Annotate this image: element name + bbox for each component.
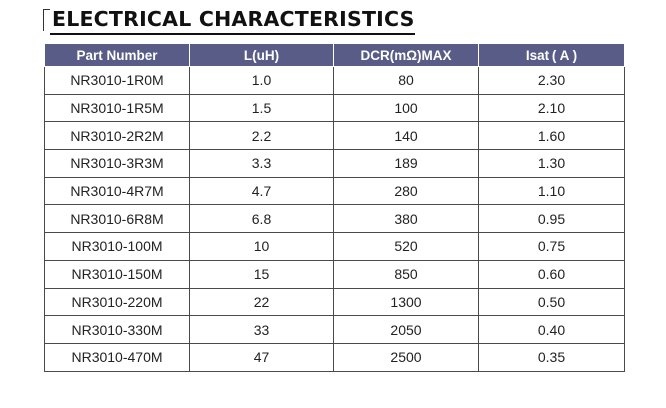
cell-isat: 1.10 — [478, 176, 625, 206]
cell-isat: 1.30 — [478, 149, 625, 178]
cell-isat: 0.40 — [478, 315, 625, 344]
cell-part-number: NR3010-330M — [44, 315, 190, 344]
cell-part-number: NR3010-2R2M — [44, 121, 190, 151]
header-isat: Isat ( A ) — [478, 43, 625, 67]
cell-part-number: NR3010-1R0M — [44, 66, 190, 95]
cell-dcr: 520 — [333, 232, 479, 261]
cell-dcr: 2500 — [333, 342, 479, 372]
cell-part-number: NR3010-3R3M — [44, 149, 190, 178]
cell-dcr: 100 — [333, 93, 479, 123]
table-row: NR3010-100M 10 520 0.75 — [44, 232, 625, 261]
table-row: NR3010-2R2M 2.2 140 1.60 — [44, 121, 625, 151]
table-header-row: Part Number L(uH) DCR(mΩ)MAX Isat ( A ) — [44, 43, 625, 67]
cell-isat: 0.75 — [478, 232, 625, 261]
table-row: NR3010-3R3M 3.3 189 1.30 — [44, 149, 625, 178]
corner-bracket-decoration — [43, 9, 50, 31]
cell-part-number: NR3010-1R5M — [44, 93, 190, 123]
cell-part-number: NR3010-470M — [44, 342, 190, 372]
cell-inductance: 2.2 — [189, 121, 334, 151]
cell-inductance: 6.8 — [189, 204, 334, 234]
cell-inductance: 33 — [189, 315, 334, 344]
table-row: NR3010-4R7M 4.7 280 1.10 — [44, 176, 625, 206]
cell-isat: 2.30 — [478, 66, 625, 95]
table-row: NR3010-330M 33 2050 0.40 — [44, 315, 625, 344]
cell-isat: 0.95 — [478, 204, 625, 234]
cell-dcr: 280 — [333, 176, 479, 206]
cell-part-number: NR3010-150M — [44, 259, 190, 289]
cell-dcr: 850 — [333, 259, 479, 289]
table-row: NR3010-150M 15 850 0.60 — [44, 259, 625, 289]
cell-dcr: 189 — [333, 149, 479, 178]
cell-part-number: NR3010-4R7M — [44, 176, 190, 206]
table-row: NR3010-6R8M 6.8 380 0.95 — [44, 204, 625, 234]
cell-isat: 1.60 — [478, 121, 625, 151]
table-row: NR3010-1R0M 1.0 80 2.30 — [44, 66, 625, 95]
cell-dcr: 2050 — [333, 315, 479, 344]
header-part-number: Part Number — [44, 43, 190, 67]
cell-part-number: NR3010-100M — [44, 232, 190, 261]
cell-dcr: 80 — [333, 66, 479, 95]
cell-isat: 0.60 — [478, 259, 625, 289]
cell-isat: 0.35 — [478, 342, 625, 372]
cell-inductance: 3.3 — [189, 149, 334, 178]
cell-part-number: NR3010-220M — [44, 287, 190, 317]
table-row: NR3010-470M 47 2500 0.35 — [44, 342, 625, 372]
header-inductance: L(uH) — [189, 43, 334, 67]
cell-inductance: 1.5 — [189, 93, 334, 123]
cell-inductance: 10 — [189, 232, 334, 261]
page-title: ELECTRICAL CHARACTERISTICS — [50, 6, 415, 35]
cell-dcr: 140 — [333, 121, 479, 151]
section-heading: ELECTRICAL CHARACTERISTICS — [43, 6, 415, 35]
cell-inductance: 1.0 — [189, 66, 334, 95]
cell-part-number: NR3010-6R8M — [44, 204, 190, 234]
cell-dcr: 380 — [333, 204, 479, 234]
cell-inductance: 15 — [189, 259, 334, 289]
cell-inductance: 47 — [189, 342, 334, 372]
electrical-characteristics-table: Part Number L(uH) DCR(mΩ)MAX Isat ( A ) … — [44, 43, 625, 372]
cell-isat: 2.10 — [478, 93, 625, 123]
header-dcr-max: DCR(mΩ)MAX — [333, 43, 479, 67]
cell-dcr: 1300 — [333, 287, 479, 317]
table-row: NR3010-1R5M 1.5 100 2.10 — [44, 93, 625, 123]
cell-isat: 0.50 — [478, 287, 625, 317]
cell-inductance: 22 — [189, 287, 334, 317]
cell-inductance: 4.7 — [189, 176, 334, 206]
table-row: NR3010-220M 22 1300 0.50 — [44, 287, 625, 317]
